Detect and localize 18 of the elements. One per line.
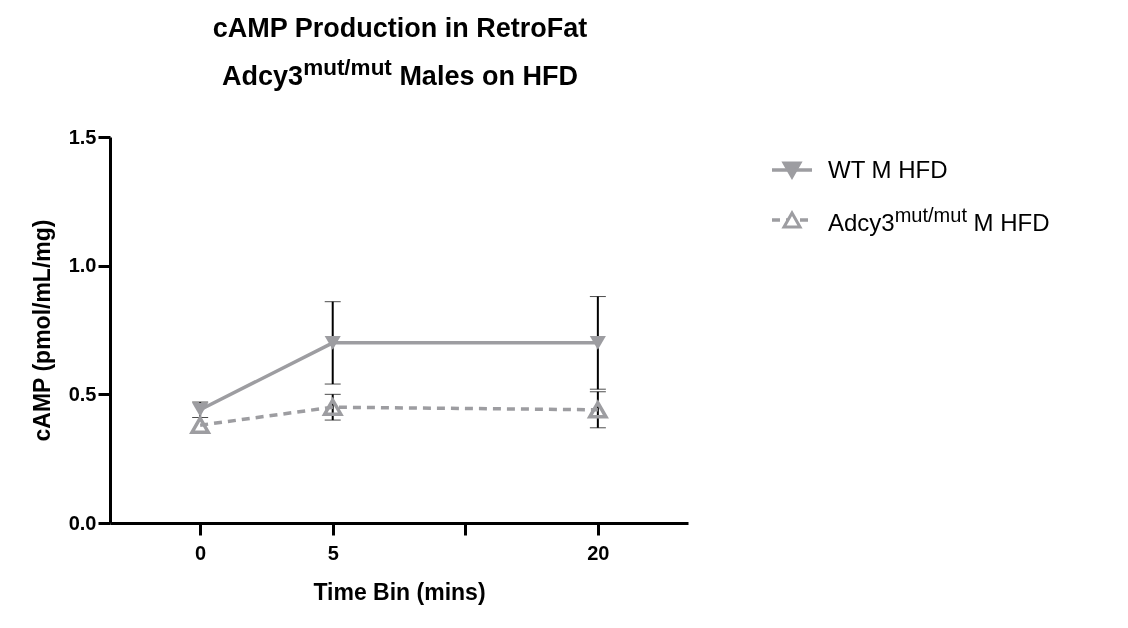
x-axis-title: Time Bin (mins) (313, 578, 486, 605)
point (322, 398, 343, 416)
point (190, 416, 210, 434)
point (324, 335, 341, 350)
legend-label: WT M HFD (828, 156, 948, 184)
y-axis-title: cAMP (pmol/mL/mg) (28, 219, 55, 442)
y-tick-label: 1.0 (68, 254, 97, 277)
point (588, 401, 608, 419)
chart-title: cAMP Production in RetroFat (211, 12, 589, 45)
y-tick-label: 1.5 (68, 125, 97, 148)
x-tick-label: 0 (195, 541, 207, 564)
point (589, 335, 606, 350)
y-tick-label: 0.0 (68, 511, 97, 534)
y-tick-label: 0.5 (68, 382, 97, 405)
x-tick-label: 5 (327, 541, 339, 564)
x-tick-label: 20 (587, 541, 610, 564)
legend-label: Adcy3$^{mut/mut}$ M HFD (828, 203, 1050, 237)
chart-subtitle: Adcy3$^{mut/mut}$ Males on HFD (221, 54, 579, 93)
